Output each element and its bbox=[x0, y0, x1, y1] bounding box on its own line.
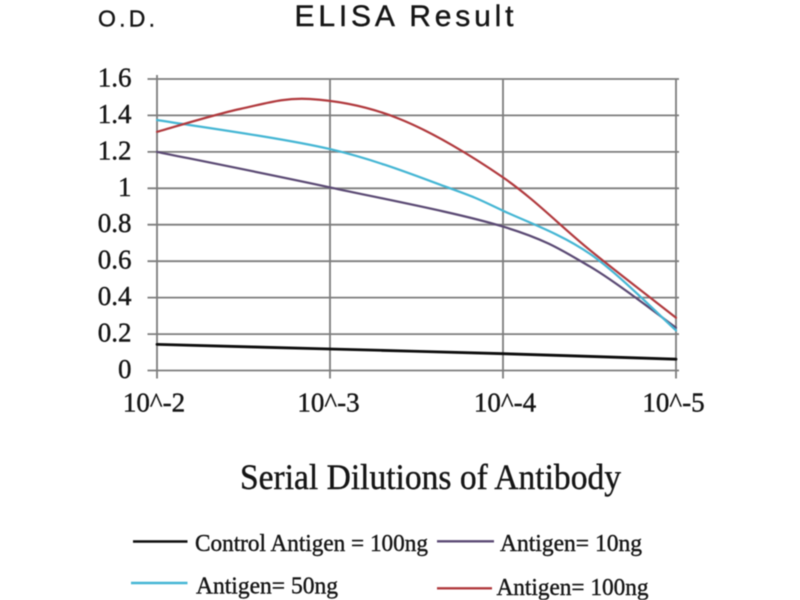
svg-text:Antigen= 10ng: Antigen= 10ng bbox=[500, 531, 642, 557]
svg-text:1.4: 1.4 bbox=[98, 99, 132, 129]
svg-text:1.6: 1.6 bbox=[98, 63, 132, 93]
svg-text:Antigen= 50ng: Antigen= 50ng bbox=[196, 574, 338, 600]
svg-text:1: 1 bbox=[118, 172, 132, 202]
svg-text:0.8: 0.8 bbox=[98, 208, 132, 238]
svg-text:10^-4: 10^-4 bbox=[474, 388, 537, 418]
svg-text:0.6: 0.6 bbox=[98, 245, 132, 275]
svg-text:0.2: 0.2 bbox=[98, 318, 132, 348]
svg-text:Antigen= 100ng: Antigen= 100ng bbox=[497, 575, 649, 600]
svg-text:0: 0 bbox=[118, 354, 132, 384]
svg-text:ELISA Result: ELISA Result bbox=[295, 0, 515, 33]
svg-text:Control Antigen = 100ng: Control Antigen = 100ng bbox=[195, 531, 428, 557]
svg-text:10^-5: 10^-5 bbox=[642, 388, 704, 418]
svg-text:10^-2: 10^-2 bbox=[123, 388, 185, 418]
svg-text:10^-3: 10^-3 bbox=[297, 388, 359, 418]
svg-text:0.4: 0.4 bbox=[98, 281, 132, 311]
svg-text:1.2: 1.2 bbox=[98, 135, 132, 165]
svg-text:Serial Dilutions of Antibody: Serial Dilutions of Antibody bbox=[240, 457, 621, 497]
